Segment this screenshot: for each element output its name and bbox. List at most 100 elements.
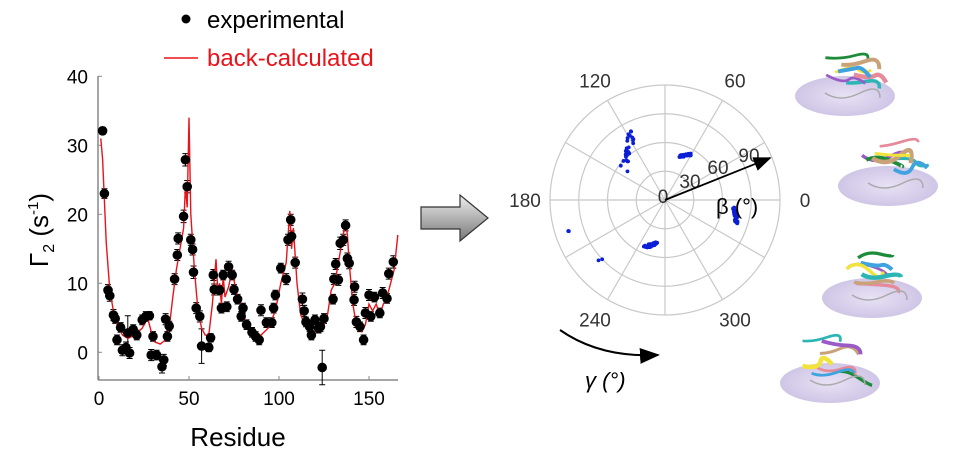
orientation-point <box>566 229 571 233</box>
y-axis-label: Γ2 (s-1) <box>24 193 58 267</box>
protein-ribbon <box>892 160 929 175</box>
polar-spoke <box>565 141 666 201</box>
experimental-point <box>384 268 394 279</box>
gamma-label: γ (°) <box>585 368 626 393</box>
experimental-point <box>328 294 338 304</box>
experimental-point <box>236 311 246 322</box>
experimental-point <box>99 188 110 199</box>
experimental-point <box>349 295 359 305</box>
protein-ribbon <box>837 65 872 79</box>
experimental-point <box>286 231 297 242</box>
polar-spoke <box>565 199 666 259</box>
orientation-point <box>618 163 623 168</box>
x-tick-label: 0 <box>94 389 105 410</box>
beta-label: β (°) <box>716 194 758 219</box>
structure-images <box>780 52 938 403</box>
experimental-point <box>110 313 120 324</box>
experimental-point <box>186 235 196 245</box>
experimental-point <box>267 317 277 328</box>
back-calculated-line <box>100 117 399 345</box>
experimental-point <box>172 250 183 260</box>
experimental-point <box>180 154 191 165</box>
experimental-point <box>188 267 199 278</box>
orientation-point <box>631 141 636 146</box>
orientation-point <box>625 138 630 143</box>
experimental-point <box>196 341 207 351</box>
beta-tick-label: 0 <box>658 187 669 208</box>
orientation-point <box>650 242 655 247</box>
angle-tick-label: 120 <box>579 71 611 92</box>
experimental-point <box>290 257 301 268</box>
experimental-point <box>317 362 328 373</box>
protein-shadow <box>824 88 881 99</box>
experimental-point <box>112 335 122 345</box>
experimental-point <box>270 290 281 300</box>
experimental-point <box>388 257 399 267</box>
experimental-point <box>340 220 351 231</box>
protein-ribbon <box>825 52 870 60</box>
experimental-point <box>333 275 344 285</box>
experimental-point <box>151 350 162 360</box>
protein-ribbon <box>874 151 911 157</box>
protein-ribbon <box>853 279 896 286</box>
protein-ribbon <box>816 365 857 376</box>
experimental-point <box>254 335 264 345</box>
experimental-point <box>162 331 173 342</box>
experimental-point <box>330 259 341 269</box>
experimental-point <box>366 311 376 322</box>
experimental-point <box>182 181 192 192</box>
experimental-point <box>338 235 349 245</box>
y-tick-label: 0 <box>77 343 88 364</box>
experimental-point <box>229 284 239 295</box>
y-tick-label: 40 <box>67 67 88 88</box>
protein-structure-image <box>822 251 922 318</box>
protein-structure-image <box>838 137 938 206</box>
legend-marker-experimental <box>181 14 191 24</box>
protein-shadow <box>851 290 908 301</box>
polar-spoke <box>664 100 724 201</box>
experimental-point <box>369 292 380 302</box>
protein-ribbon <box>841 57 882 70</box>
protein-ribbon <box>811 368 856 377</box>
experimental-point <box>132 330 142 340</box>
experimental-point <box>256 305 266 316</box>
protein-ribbon <box>857 251 895 260</box>
experimental-point <box>344 258 355 269</box>
experimental-point <box>319 313 329 324</box>
experimental-point <box>310 315 320 325</box>
experimental-point <box>241 319 252 330</box>
experimental-point <box>268 303 279 313</box>
orientation-point <box>625 136 630 140</box>
experimental-point <box>159 355 169 365</box>
protein-ribbon <box>860 272 904 280</box>
experimental-point <box>276 263 286 273</box>
protein-ribbon <box>802 333 842 343</box>
experimental-point <box>281 274 292 284</box>
experimental-point <box>204 342 214 353</box>
protein-structure-image <box>795 52 895 116</box>
legend: experimental back-calculated <box>164 7 374 72</box>
orientation-point <box>681 152 686 157</box>
experimental-point <box>164 321 174 331</box>
membrane-disc <box>795 76 895 116</box>
angle-tick-label: 60 <box>724 71 745 92</box>
experimental-point <box>187 244 198 255</box>
protein-shadow <box>809 375 866 386</box>
orientation-point <box>735 219 740 224</box>
legend-label-experimental: experimental <box>207 7 344 34</box>
experimental-point <box>304 321 315 332</box>
x-tick-label: 150 <box>353 389 385 410</box>
angle-tick-label: 180 <box>509 191 541 212</box>
experimental-point <box>191 303 201 313</box>
orientation-point <box>686 152 691 156</box>
experimental-point <box>222 301 232 312</box>
polar-spoke <box>606 100 666 201</box>
experimental-point <box>382 293 392 304</box>
experimental-point <box>227 270 237 280</box>
experimental-point <box>115 322 126 333</box>
y-tick-label: 30 <box>67 136 88 157</box>
experimental-point <box>375 308 385 318</box>
